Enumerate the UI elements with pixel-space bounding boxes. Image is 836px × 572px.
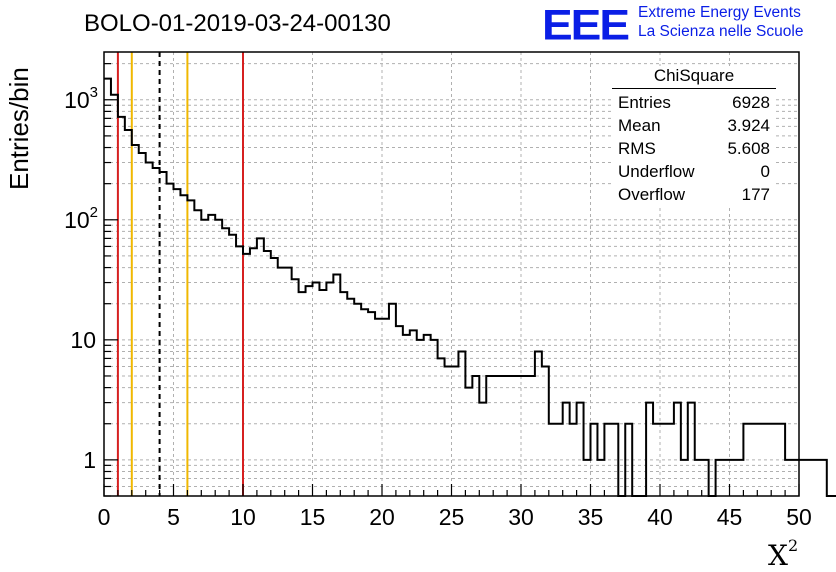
y-axis-label: Entries/bin [4, 67, 34, 190]
histogram-series [104, 77, 836, 497]
axis-ticks [103, 63, 800, 497]
stats-row-entries: Entries 6928 [612, 91, 776, 114]
stats-row-overflow: Overflow 177 [612, 183, 776, 206]
x-tick-label: 35 [578, 504, 604, 530]
y-tick-labels: 1 10 102 103 [64, 84, 98, 473]
y-tick-label: 103 [64, 84, 98, 113]
y-tick-label: 1 [83, 447, 96, 473]
histogram-line [104, 77, 836, 497]
eee-logo: EEE [542, 1, 630, 49]
stats-title: ChiSquare [612, 66, 776, 89]
x-tick-label: 15 [300, 504, 326, 530]
stats-label: Underflow [618, 162, 695, 181]
x-tick-label: 30 [508, 504, 534, 530]
y-tick-label: 102 [64, 204, 98, 233]
stats-label: Overflow [618, 185, 686, 204]
stats-value: 6928 [732, 93, 770, 112]
x-tick-label: 5 [167, 504, 180, 530]
x-tick-labels: 0 5 10 15 20 25 30 35 40 45 50 [98, 504, 812, 530]
reference-lines [116, 52, 244, 496]
x-tick-label: 10 [230, 504, 256, 530]
stats-row-mean: Mean 3.924 [612, 114, 776, 137]
stats-box: ChiSquare Entries 6928 Mean 3.924 RMS 5.608 Un… [612, 66, 776, 206]
eee-logo-text: Extreme Energy Events La Scienza nelle S… [638, 3, 803, 41]
stats-label: Entries [618, 93, 671, 112]
stats-value: 0 [760, 162, 770, 181]
x-tick-label: 40 [647, 504, 673, 530]
stats-row-rms: RMS 5.608 [612, 137, 776, 160]
stats-rows: Entries 6928 Mean 3.924 RMS 5.608 Underflow 0 Ov… [612, 91, 776, 206]
x-tick-label: 25 [439, 504, 465, 530]
x-axis-label: X2 [768, 536, 798, 572]
x-axis-label-base: X [768, 539, 788, 572]
logo-line-1: Extreme Energy Events [638, 4, 801, 21]
x-tick-label: 50 [786, 504, 812, 530]
stats-label: RMS [618, 139, 656, 158]
x-tick-label: 45 [717, 504, 743, 530]
chart-title: BOLO-01-2019-03-24-00130 [84, 10, 391, 37]
x-tick-label: 0 [98, 504, 111, 530]
x-axis-label-exponent: 2 [787, 536, 799, 555]
logo-line-2: La Scienza nelle Scuole [638, 23, 804, 40]
stats-value: 5.608 [727, 139, 770, 158]
stats-value: 3.924 [727, 116, 770, 135]
stats-row-underflow: Underflow 0 [612, 160, 776, 183]
y-tick-label: 10 [70, 327, 96, 353]
stats-label: Mean [618, 116, 661, 135]
stats-value: 177 [741, 185, 770, 204]
x-tick-label: 20 [369, 504, 395, 530]
